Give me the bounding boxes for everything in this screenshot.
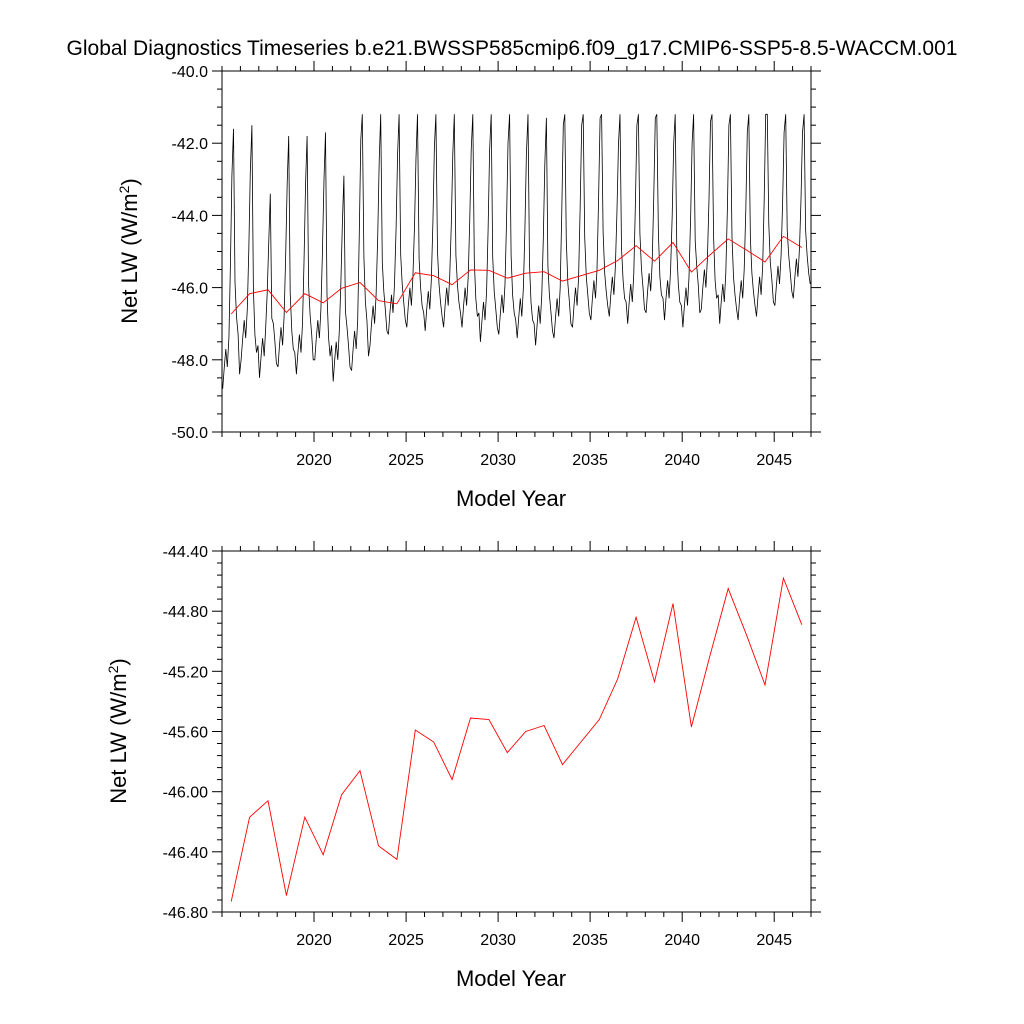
- y-tick-label: -45.60: [163, 725, 208, 742]
- bottom-x-tick-labels: 2020 2025 2030 2035 2040 2045: [296, 932, 792, 949]
- bottom-series: [230, 576, 803, 902]
- top-chart-panel: 2020 2025 2030 2035 2040 2045 -50.0 -48.0 -46.0…: [116, 61, 821, 511]
- monthly-series-line: [222, 113, 811, 389]
- x-tick-label: 2025: [388, 932, 424, 949]
- x-tick-label: 2030: [480, 932, 516, 949]
- top-axis-ticks: [212, 61, 821, 442]
- y-tick-label: -46.0: [172, 281, 209, 298]
- x-tick-label: 2045: [756, 452, 792, 469]
- x-tick-label: 2020: [296, 452, 332, 469]
- bottom-y-tick-labels: -46.80 -46.40 -46.00 -45.60 -45.20 -44.80 -44.…: [163, 544, 208, 922]
- bottom-chart-panel: 2020 2025 2030 2035 2040 2045 -46.80-46.40-46…: [105, 541, 821, 991]
- y-tick-label: -44.0: [172, 208, 209, 225]
- x-tick-label: 2035: [572, 932, 608, 949]
- x-tick-label: 2035: [572, 452, 608, 469]
- y-tick-label: -46.40: [163, 845, 208, 862]
- bottom-y-axis-label: Net LW (W/m2): [105, 658, 131, 803]
- y-tick-label: -50.0: [172, 425, 209, 442]
- top-x-axis-label: Model Year: [456, 486, 566, 511]
- x-tick-label: 2025: [388, 452, 424, 469]
- y-tick-label: -48.0: [172, 353, 209, 370]
- x-tick-label: 2040: [664, 452, 700, 469]
- y-tick-label: -44.80: [163, 604, 208, 621]
- y-tick-label: -42.0: [172, 136, 209, 153]
- x-tick-label: 2030: [480, 452, 516, 469]
- top-y-tick-labels: -50.0 -48.0 -46.0 -44.0 -42.0 -40.0: [172, 64, 209, 442]
- y-tick-label: -44.40: [163, 544, 208, 561]
- x-tick-label: 2040: [664, 932, 700, 949]
- annual-mean-line: [230, 235, 803, 315]
- x-tick-label: 2045: [756, 932, 792, 949]
- y-tick-label: -40.0: [172, 64, 209, 81]
- top-x-tick-labels: 2020 2025 2030 2035 2040 2045: [296, 452, 792, 469]
- bottom-x-axis-label: Model Year: [456, 966, 566, 991]
- top-y-axis-label: Net LW (W/m2): [116, 178, 142, 323]
- x-tick-label: 2020: [296, 932, 332, 949]
- top-plot-frame: [221, 70, 812, 433]
- bottom-axis-ticks: [212, 541, 821, 922]
- figure-title: Global Diagnostics Timeseries b.e21.BWSS…: [67, 37, 958, 60]
- y-tick-label: -46.80: [163, 905, 208, 922]
- bottom-plot-frame: [221, 550, 812, 913]
- annual-mean-line: [230, 576, 803, 902]
- y-tick-label: -46.00: [163, 785, 208, 802]
- top-series: [222, 113, 811, 389]
- y-tick-label: -45.20: [163, 664, 208, 681]
